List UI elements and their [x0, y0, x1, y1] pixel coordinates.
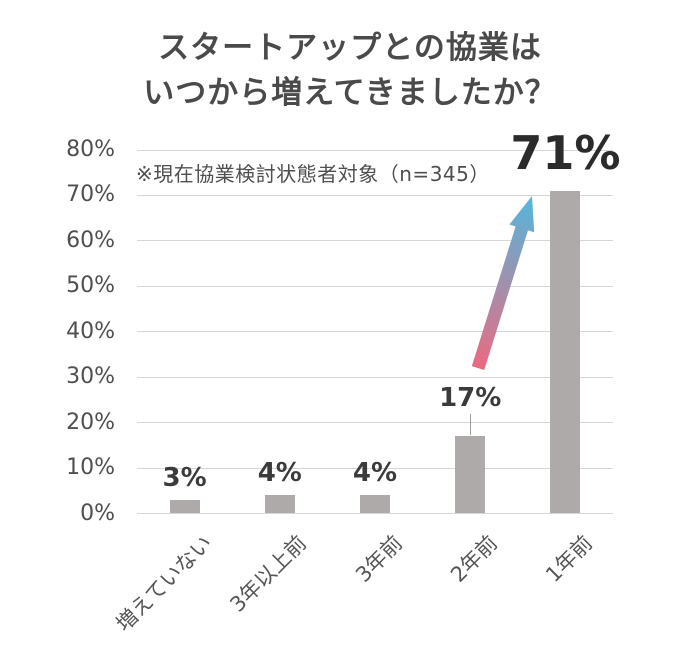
gridline [137, 194, 613, 196]
bar-value-label: 17% [439, 383, 502, 414]
gridline [137, 240, 613, 242]
x-tick-label: 1年前 [541, 530, 598, 587]
x-tick-label: 3年以上前 [225, 530, 312, 617]
x-tick-label: 3年前 [350, 530, 407, 587]
chart-title: スタートアップとの協業は いつから増えてきましたか？ [0, 26, 700, 116]
gridline [137, 285, 613, 287]
y-tick-label: 60% [66, 227, 115, 253]
gridline [137, 331, 613, 333]
bar-value-label: 71% [510, 125, 621, 180]
sample-size-note: ※現在協業検討状態者対象（n=345） [136, 162, 490, 186]
bar [455, 436, 486, 514]
label-leader-line [469, 414, 471, 436]
y-tick-label: 80% [66, 137, 115, 162]
chart-title-line2: いつから増えてきましたか？ [143, 75, 557, 111]
x-tick-label: 2年前 [445, 530, 502, 587]
bar-value-label: 3% [162, 462, 207, 493]
chart-title-line1: スタートアップとの協業は [158, 30, 542, 66]
gridline [137, 149, 613, 151]
bar-value-label: 4% [352, 458, 398, 489]
gridline [137, 376, 613, 378]
x-tick-label: 増えていない [111, 530, 217, 637]
bar [360, 495, 390, 514]
bar [550, 190, 581, 514]
bar [169, 499, 200, 514]
y-tick-label: 40% [66, 318, 115, 344]
y-tick-label: 10% [66, 455, 115, 481]
gridline [137, 513, 613, 514]
bar-value-label: 4% [257, 458, 302, 489]
y-tick-label: 50% [66, 273, 115, 299]
y-tick-label: 70% [66, 182, 115, 208]
bar [264, 495, 295, 514]
gridline [137, 467, 613, 469]
y-tick-label: 0% [80, 500, 115, 526]
y-tick-label: 20% [66, 409, 115, 435]
gridline [137, 422, 613, 424]
y-tick-label: 30% [66, 364, 115, 390]
